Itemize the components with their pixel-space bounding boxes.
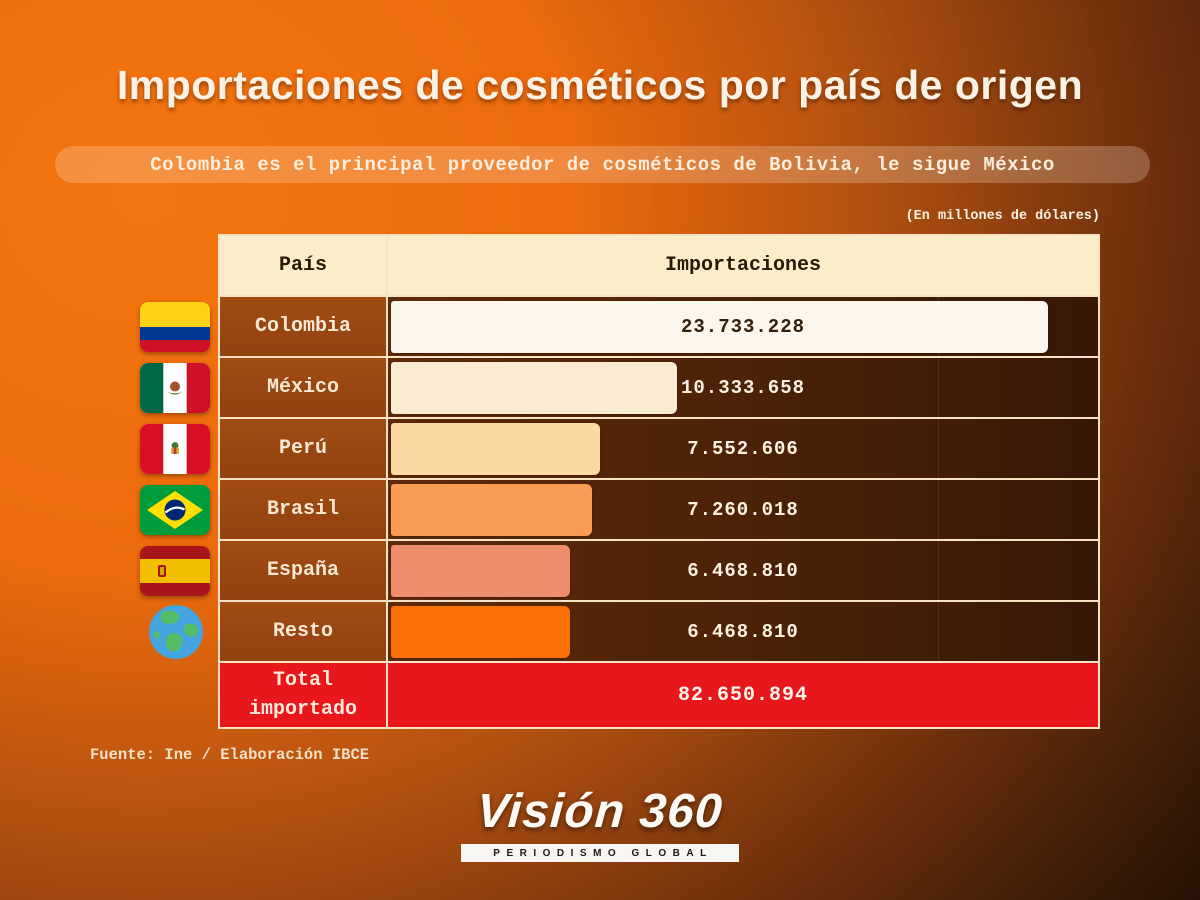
total-label: Total importado xyxy=(220,663,386,727)
table-row-peru: 7.552.606 xyxy=(388,419,1098,478)
imports-table: País Importaciones Colombia 23.733.228 M… xyxy=(218,234,1100,729)
table-row-brasil: 7.260.018 xyxy=(388,480,1098,539)
table-row-resto: 6.468.810 xyxy=(388,602,1098,661)
total-label-line1: Total xyxy=(272,669,333,692)
table-row-colombia: 23.733.228 xyxy=(388,297,1098,356)
value-label: 7.552.606 xyxy=(687,437,799,460)
column-header-pais: País xyxy=(220,236,386,295)
total-value: 82.650.894 xyxy=(388,663,1098,727)
flag-brasil-icon xyxy=(140,485,210,535)
table-row-espana: 6.468.810 xyxy=(388,541,1098,600)
value-bar xyxy=(391,605,570,658)
flag-peru-icon xyxy=(140,424,210,474)
value-label: 10.333.658 xyxy=(680,376,806,399)
value-label: 7.260.018 xyxy=(687,498,799,521)
units-note: (En millones de dólares) xyxy=(905,209,1100,224)
globe-icon xyxy=(148,604,204,660)
flag-mexico-icon xyxy=(140,363,210,413)
country-label: Resto xyxy=(220,602,386,661)
logo-name: Visión 360 xyxy=(475,785,725,838)
page-title: Importaciones de cosméticos por país de … xyxy=(116,62,1084,108)
value-label: 23.733.228 xyxy=(680,315,806,338)
subtitle-text: Colombia es el principal proveedor de co… xyxy=(150,153,1055,176)
table-row-mexico: 10.333.658 xyxy=(388,358,1098,417)
value-bar xyxy=(391,483,592,536)
vision360-logo: Visión 360 PERIODISMO GLOBAL xyxy=(0,784,1200,862)
value-bar xyxy=(391,361,677,414)
flag-espana-icon xyxy=(140,546,210,596)
column-header-importaciones: Importaciones xyxy=(388,236,1098,295)
country-label: Brasil xyxy=(220,480,386,539)
country-label: Colombia xyxy=(220,297,386,356)
value-bar xyxy=(391,422,600,475)
country-label: México xyxy=(220,358,386,417)
subtitle-banner: Colombia es el principal proveedor de co… xyxy=(55,146,1150,183)
flag-colombia-icon xyxy=(140,302,210,352)
total-label-line2: importado xyxy=(248,698,358,721)
value-bar xyxy=(391,544,570,597)
country-label: España xyxy=(220,541,386,600)
value-label: 6.468.810 xyxy=(687,620,799,643)
logo-tagline: PERIODISMO GLOBAL xyxy=(461,844,739,862)
country-label: Perú xyxy=(220,419,386,478)
source-note: Fuente: Ine / Elaboración IBCE xyxy=(90,746,370,764)
value-label: 6.468.810 xyxy=(687,559,799,582)
